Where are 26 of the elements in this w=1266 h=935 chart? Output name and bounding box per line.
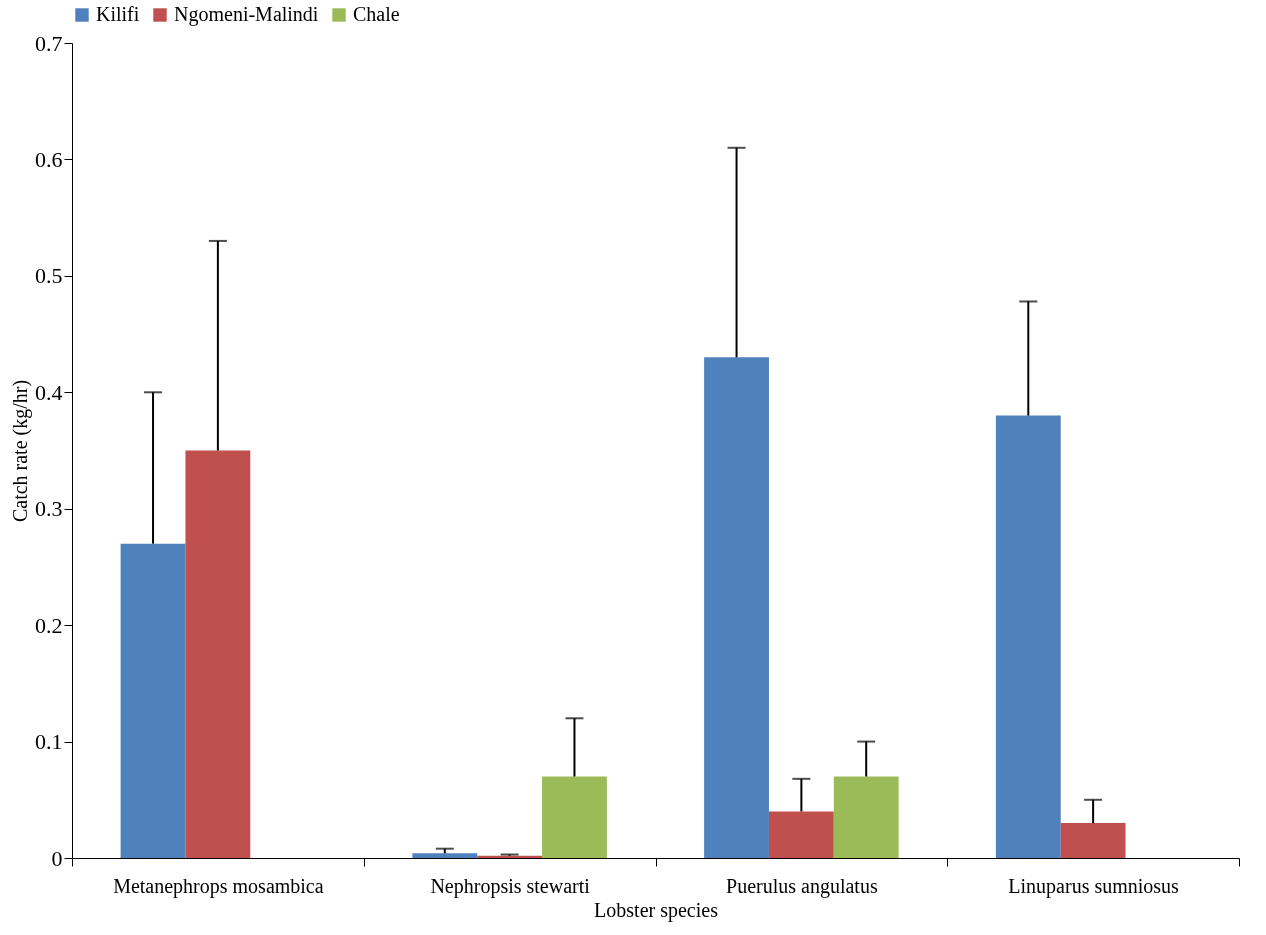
bar (185, 450, 251, 858)
bar (412, 853, 478, 858)
legend-label: Ngomeni-Malindi (174, 3, 319, 26)
bar (833, 776, 899, 858)
x-tick-label: Nephropsis stewarti (430, 874, 591, 898)
y-axis-title: Catch rate (kg/hr) (9, 379, 32, 523)
y-tick-label: 0.5 (35, 263, 63, 289)
x-tick-label: Puerulus angulatus (726, 874, 878, 898)
bar (768, 811, 834, 858)
bar (542, 776, 607, 858)
legend-label: Kilifi (96, 3, 140, 25)
x-tick-label: Linuparus sumniosus (1008, 874, 1180, 898)
bar (1060, 823, 1126, 858)
bar (120, 543, 186, 858)
y-tick-label: 0.6 (35, 146, 63, 172)
x-axis-title: Lobster species (594, 898, 719, 922)
y-tick-label: 0.7 (35, 30, 63, 56)
y-tick-label: 0.4 (35, 379, 63, 405)
y-tick-label: 0.3 (35, 496, 63, 522)
x-tick-label: Metanephrops mosambica (113, 874, 324, 898)
y-tick-label: 0 (51, 845, 63, 871)
bar (995, 415, 1061, 858)
bar (704, 357, 769, 858)
legend-label: Chale (353, 3, 400, 25)
y-tick-label: 0.1 (35, 729, 63, 755)
y-tick-label: 0.2 (35, 612, 63, 638)
